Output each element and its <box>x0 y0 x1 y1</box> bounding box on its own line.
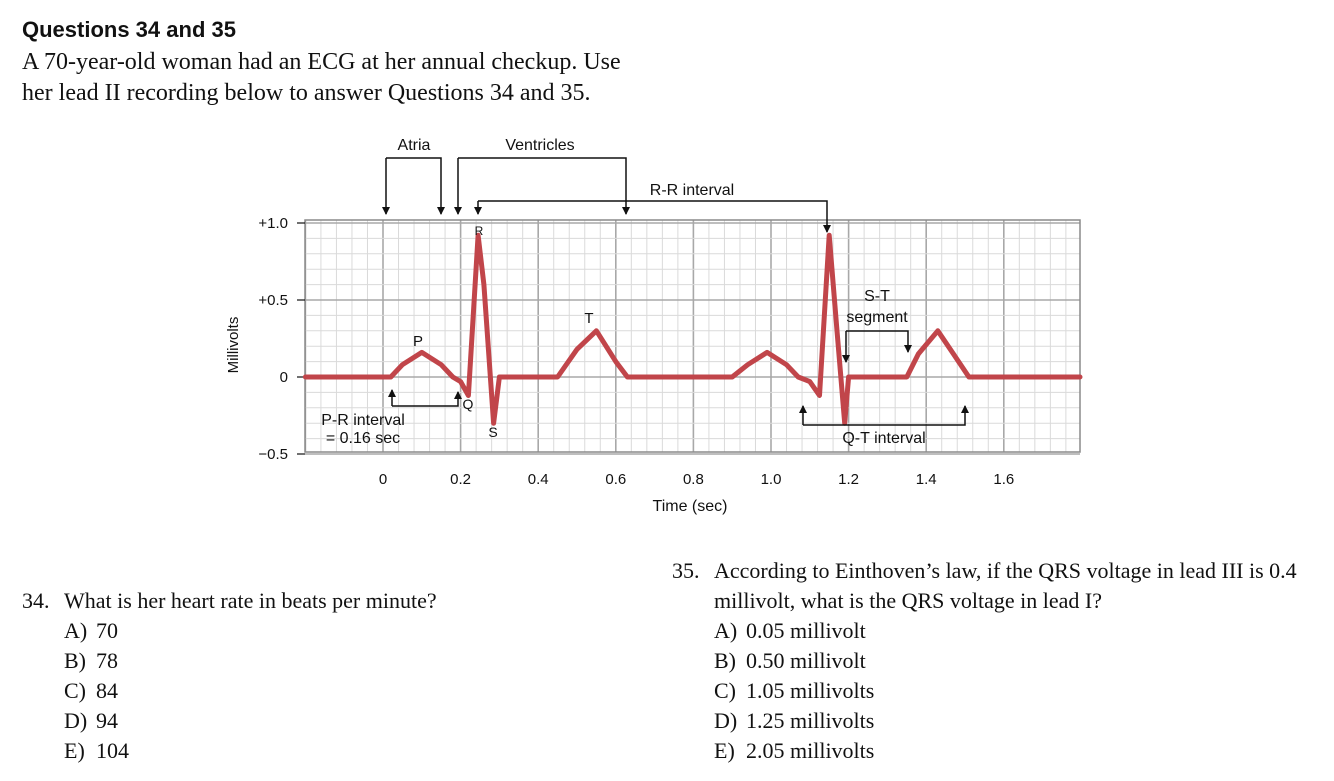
pr-interval-value: = 0.16 sec <box>326 430 400 447</box>
option-text: 78 <box>96 648 118 673</box>
question-35-option-e[interactable]: E) 2.05 millivolts <box>714 736 1312 766</box>
option-text: 1.25 millivolts <box>746 708 875 733</box>
x-tick-label: 0.2 <box>450 471 471 488</box>
y-axis-ticks: +1.0 +0.5 0 −0.5 <box>258 215 305 463</box>
question-34-option-e[interactable]: E) 104 <box>64 736 437 766</box>
option-letter: A) <box>64 618 88 643</box>
r-wave-label: R <box>475 224 484 238</box>
option-text: 70 <box>96 618 118 643</box>
option-letter: D) <box>64 708 88 733</box>
p-wave-label: P <box>413 333 423 350</box>
option-letter: E) <box>64 738 85 763</box>
question-34: 34. What is her heart rate in beats per … <box>22 586 437 766</box>
question-34-option-c[interactable]: C) 84 <box>64 676 437 706</box>
ecg-trace <box>302 232 1083 426</box>
y-tick-label: −0.5 <box>258 446 288 463</box>
y-tick-label: +0.5 <box>258 292 288 309</box>
rr-interval-bracket <box>474 200 831 233</box>
st-segment-label-2: segment <box>846 309 908 326</box>
y-tick-label: +1.0 <box>258 215 288 232</box>
x-tick-label: 1.0 <box>761 471 782 488</box>
option-letter: B) <box>714 648 736 673</box>
ventricles-bracket <box>454 157 630 215</box>
st-segment-bracket <box>842 330 912 363</box>
question-35: 35. According to Einthoven’s law, if the… <box>672 556 1312 766</box>
q-wave-label: Q <box>463 396 474 412</box>
x-axis-label: Time (sec) <box>653 498 728 515</box>
y-tick-label: 0 <box>280 369 288 386</box>
ecg-grid <box>304 220 1080 455</box>
question-35-options: A) 0.05 millivolt B) 0.50 millivolt C) 1.05… <box>714 616 1312 766</box>
option-text: 0.05 millivolt <box>746 618 866 643</box>
t-wave-label: T <box>584 310 593 327</box>
intro-line-1: A 70-year-old woman had an ECG at her an… <box>22 49 621 75</box>
question-34-option-d[interactable]: D) 94 <box>64 706 437 736</box>
question-35-option-d[interactable]: D) 1.25 millivolts <box>714 706 1312 736</box>
ventricles-label: Ventricles <box>505 137 574 154</box>
question-34-number: 34. <box>22 588 50 613</box>
s-wave-label: S <box>488 424 497 440</box>
option-letter: C) <box>64 678 86 703</box>
x-tick-label: 0 <box>379 471 387 488</box>
x-tick-label: 1.4 <box>916 471 937 488</box>
question-34-option-b[interactable]: B) 78 <box>64 646 437 676</box>
option-letter: D) <box>714 708 738 733</box>
intro-text: A 70-year-old woman had an ECG at her an… <box>22 47 662 109</box>
question-35-option-a[interactable]: A) 0.05 millivolt <box>714 616 1312 646</box>
x-axis-ticks: 0 0.2 0.4 0.6 0.8 1.0 1.2 1.4 1.6 <box>379 471 1014 488</box>
atria-label: Atria <box>398 137 431 154</box>
qt-interval-bracket <box>799 405 969 426</box>
st-segment-label-1: S-T <box>864 288 890 305</box>
qt-interval-label: Q-T interval <box>842 430 925 447</box>
y-axis-label: Millivolts <box>225 317 242 374</box>
atria-bracket <box>382 157 445 215</box>
section-heading: Questions 34 and 35 <box>22 17 236 42</box>
question-35-text: According to Einthoven’s law, if the QRS… <box>714 558 1297 613</box>
pr-interval-label: P-R interval <box>321 412 405 429</box>
option-text: 2.05 millivolts <box>746 738 875 763</box>
chart-frame <box>304 219 1081 453</box>
x-tick-label: 0.6 <box>605 471 626 488</box>
question-35-option-c[interactable]: C) 1.05 millivolts <box>714 676 1312 706</box>
pr-interval-bracket <box>388 389 462 407</box>
question-35-option-b[interactable]: B) 0.50 millivolt <box>714 646 1312 676</box>
question-34-options: A) 70 B) 78 C) 84 D) 94 E) 104 <box>64 616 437 766</box>
option-text: 84 <box>96 678 118 703</box>
x-tick-label: 1.2 <box>838 471 859 488</box>
option-text: 1.05 millivolts <box>746 678 875 703</box>
intro-line-2: her lead II recording below to answer Qu… <box>22 80 591 106</box>
x-tick-label: 0.4 <box>528 471 549 488</box>
question-34-text: What is her heart rate in beats per minu… <box>64 588 437 613</box>
option-text: 104 <box>96 738 129 763</box>
x-tick-label: 1.6 <box>993 471 1014 488</box>
question-35-number: 35. <box>672 558 700 583</box>
option-text: 0.50 millivolt <box>746 648 866 673</box>
option-text: 94 <box>96 708 118 733</box>
question-34-option-a[interactable]: A) 70 <box>64 616 437 646</box>
option-letter: E) <box>714 738 735 763</box>
option-letter: A) <box>714 618 738 643</box>
rr-interval-label: R-R interval <box>650 182 734 199</box>
option-letter: B) <box>64 648 86 673</box>
x-tick-label: 0.8 <box>683 471 704 488</box>
option-letter: C) <box>714 678 736 703</box>
